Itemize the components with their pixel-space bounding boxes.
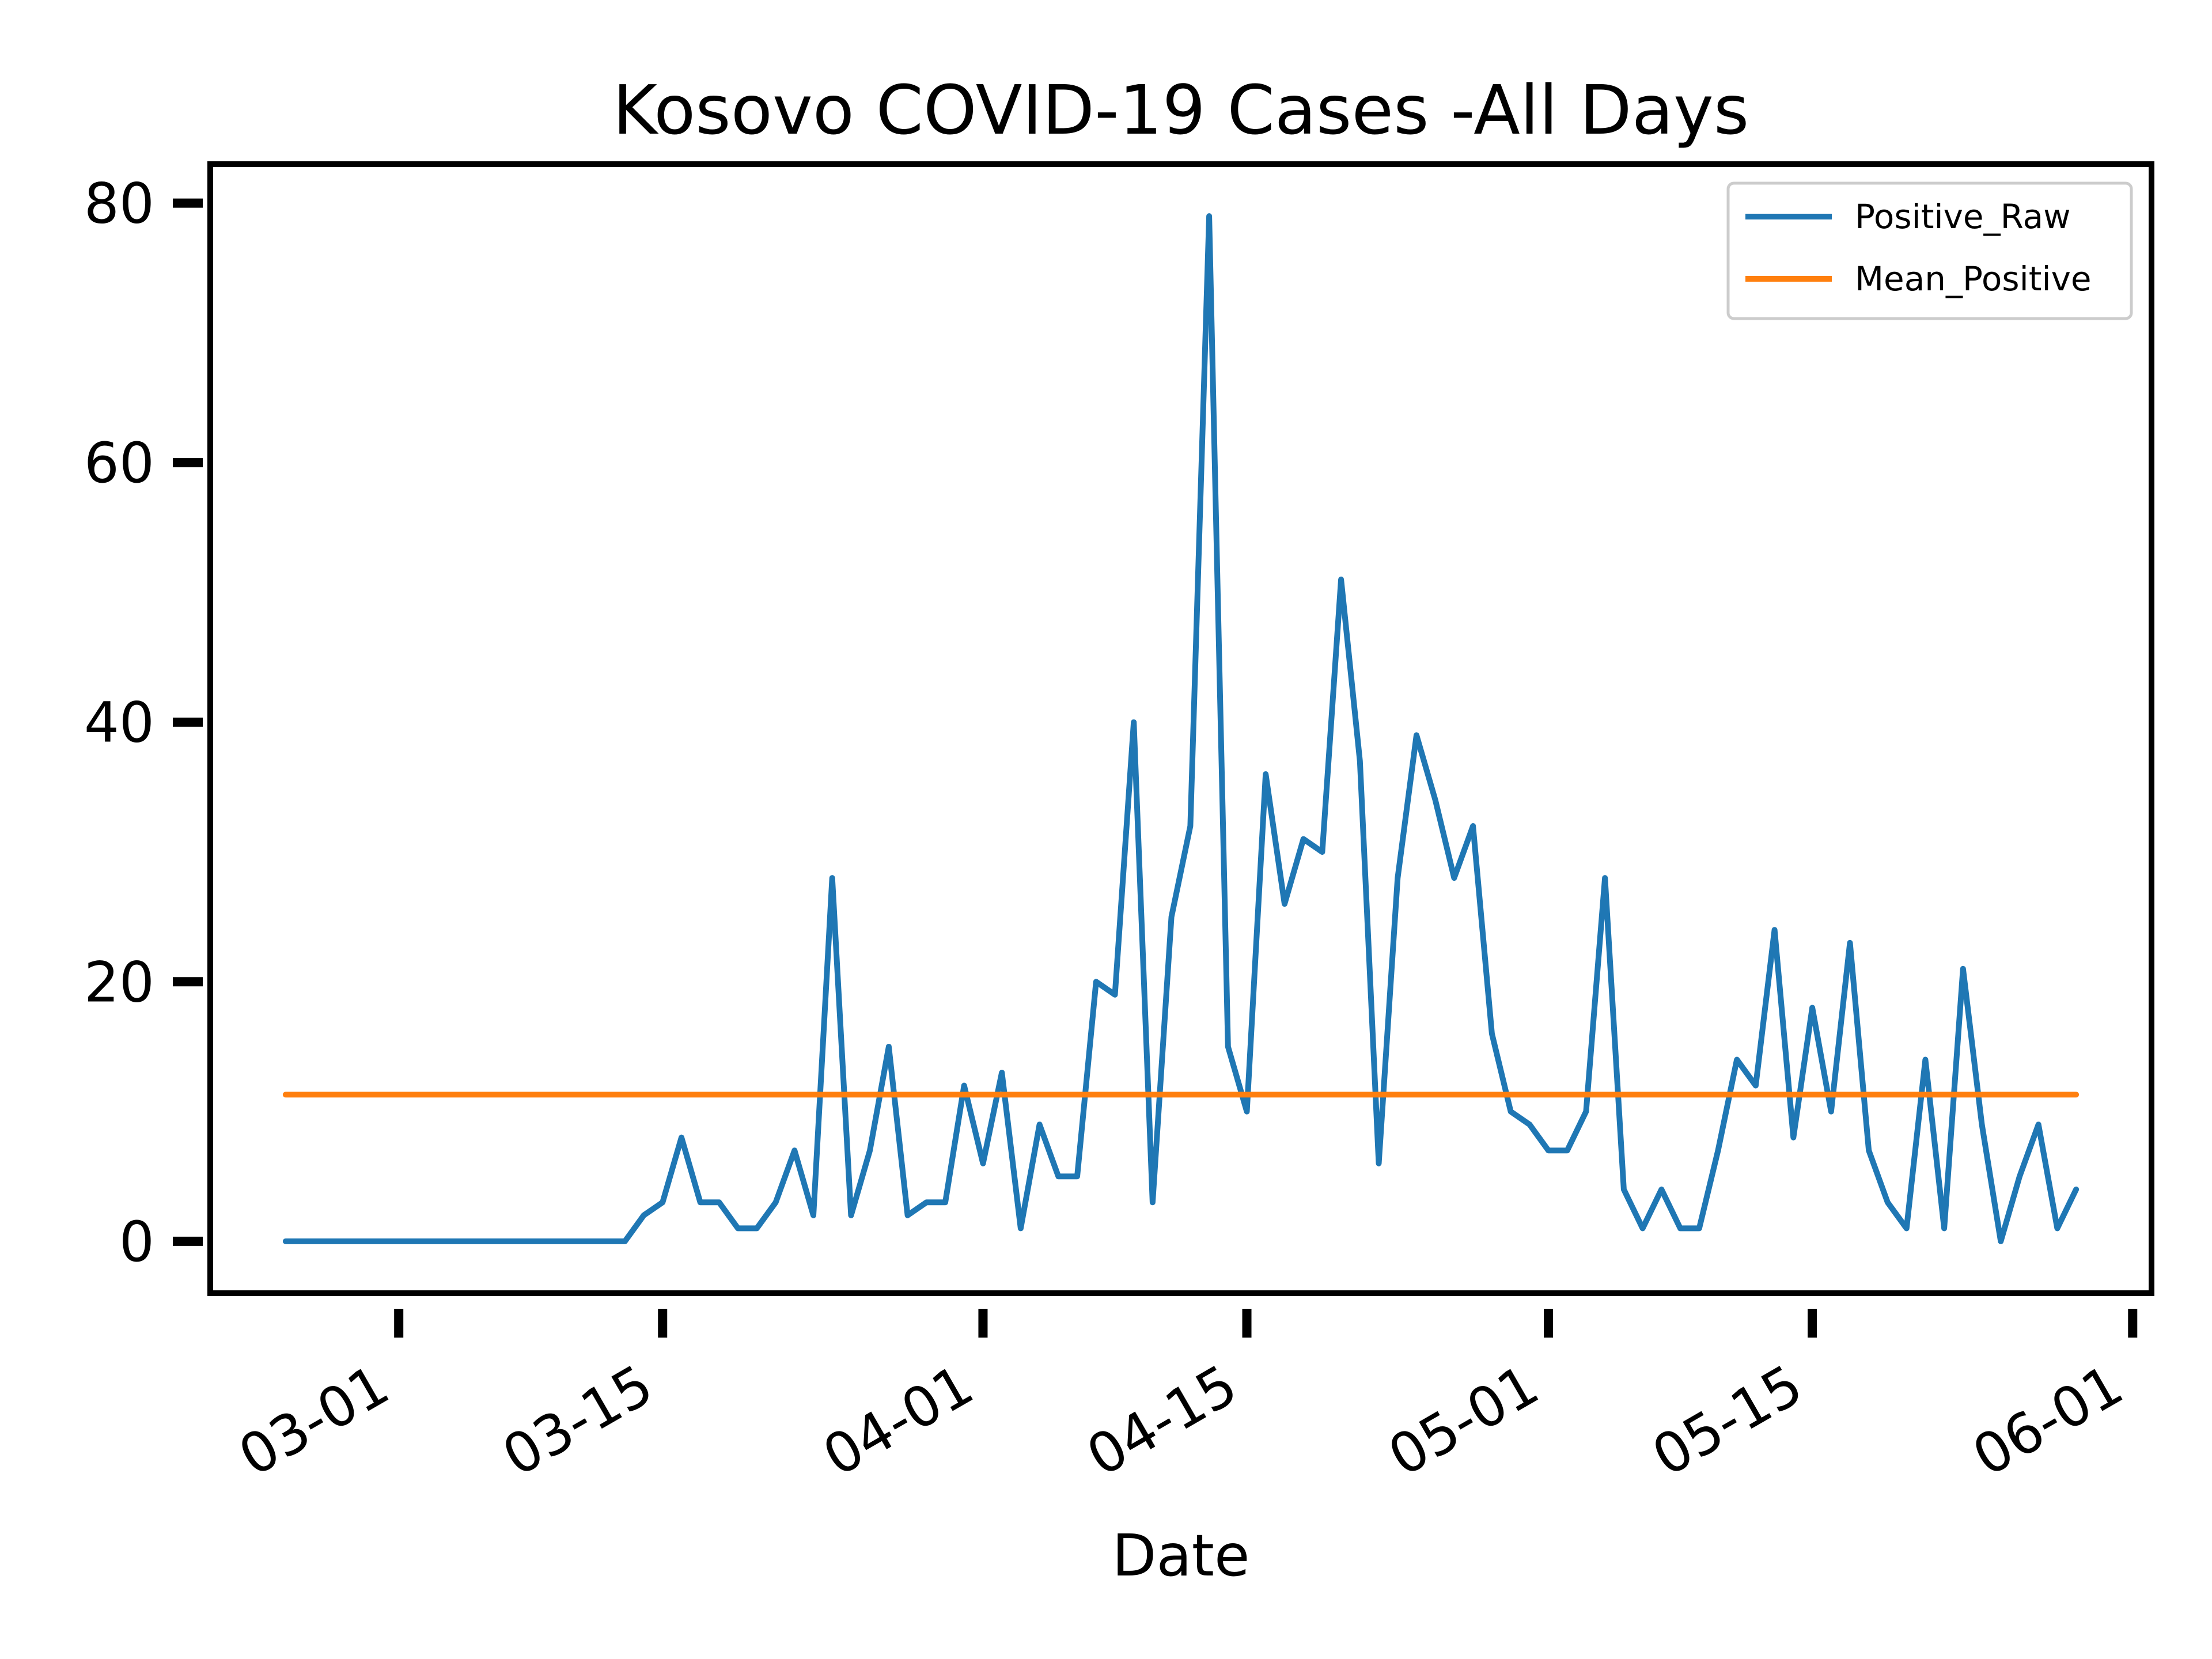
legend-label-mean-positive: Mean_Positive bbox=[1855, 259, 2092, 298]
x-tick-label: 06-01 bbox=[1962, 1353, 2134, 1488]
y-tick-label: 20 bbox=[84, 950, 154, 1014]
y-tick-label: 0 bbox=[119, 1210, 154, 1274]
legend-label-positive-raw: Positive_Raw bbox=[1855, 197, 2071, 236]
y-tick-label: 80 bbox=[84, 172, 154, 236]
x-tick-label: 05-01 bbox=[1378, 1353, 1550, 1488]
legend: Positive_Raw Mean_Positive bbox=[1726, 181, 2133, 320]
y-axis: 0 20 40 60 80 bbox=[84, 172, 203, 1274]
y-tick-label: 60 bbox=[84, 431, 154, 495]
series-line-positive-raw bbox=[282, 213, 2080, 1244]
x-tick-label: 03-15 bbox=[492, 1353, 664, 1488]
x-tick-label: 04-01 bbox=[812, 1353, 984, 1488]
x-axis-label: Date bbox=[1112, 1522, 1249, 1589]
x-tick-label: 05-15 bbox=[1642, 1353, 1813, 1488]
chart-title: Kosovo COVID-19 Cases -All Days bbox=[613, 70, 1749, 150]
plot-frame bbox=[207, 161, 2154, 1296]
x-tick-label: 03-01 bbox=[228, 1353, 400, 1488]
series-layer bbox=[282, 213, 2080, 1244]
y-tick-label: 40 bbox=[84, 691, 154, 755]
x-axis: 03-01 03-15 04-01 04-15 05-01 05-15 06-01 bbox=[228, 1309, 2138, 1488]
x-tick-label: 04-15 bbox=[1076, 1353, 1248, 1488]
